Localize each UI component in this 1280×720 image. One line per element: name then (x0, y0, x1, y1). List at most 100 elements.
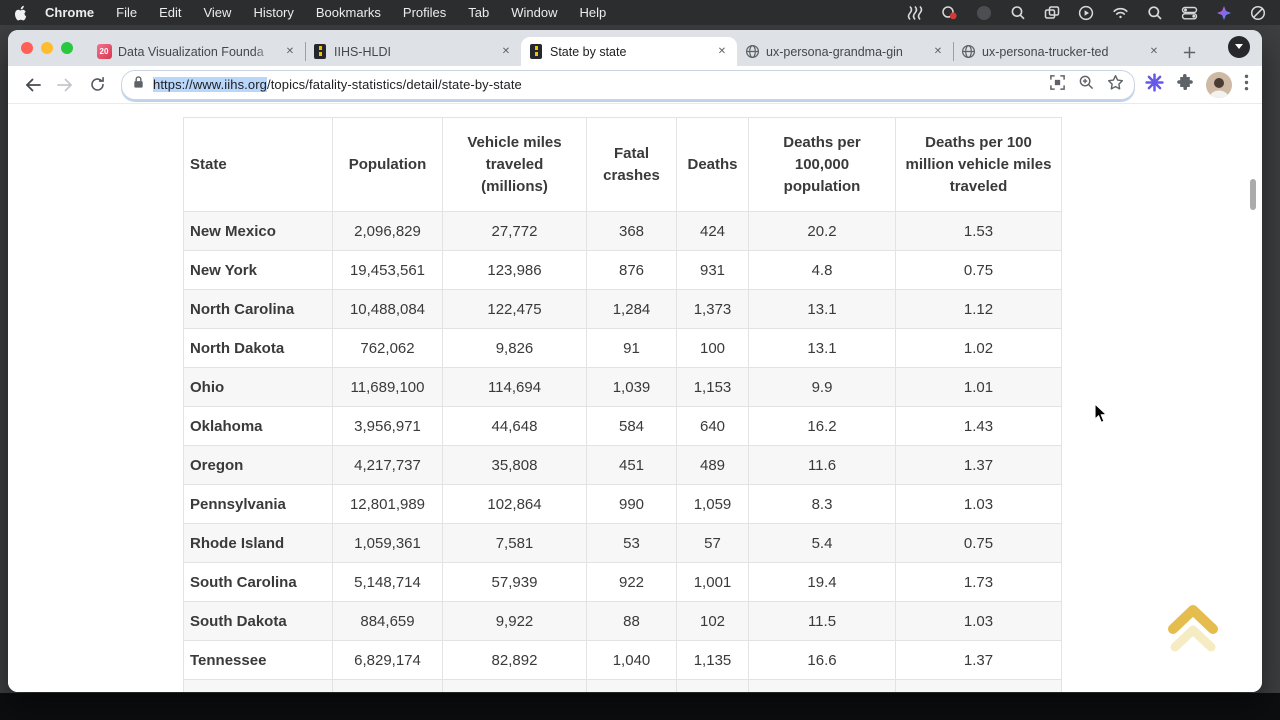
bookmark-star-icon[interactable] (1107, 74, 1124, 96)
tab-state-by-state[interactable]: State by state (521, 37, 737, 66)
tab-search-button[interactable] (1228, 35, 1250, 58)
cell-empty (332, 679, 443, 692)
cell-state: Tennessee (183, 640, 333, 681)
tab-close-icon[interactable] (1146, 44, 1162, 60)
column-header-state: State (183, 116, 333, 213)
focus-dnd-icon[interactable] (1250, 5, 1266, 21)
window-controls (8, 42, 89, 54)
cell-value: 1,153 (676, 367, 749, 408)
menu-item-help[interactable]: Help (579, 5, 607, 20)
zoom-in-icon[interactable] (1078, 74, 1095, 96)
windows-stack-icon[interactable] (1044, 5, 1060, 21)
extensions-puzzle-icon[interactable] (1176, 73, 1194, 96)
chevron-up-faded-icon (1170, 625, 1216, 652)
iihs-favicon (528, 44, 544, 60)
menu-item-chrome[interactable]: Chrome (45, 5, 95, 20)
tab-label: State by state (550, 44, 627, 59)
cell-empty (676, 679, 749, 692)
tab-close-icon[interactable] (930, 44, 946, 60)
tab-label: ux-persona-trucker-ted (982, 44, 1109, 59)
screen-recording-icon[interactable] (941, 5, 958, 21)
dimmed-app-icon[interactable] (976, 5, 992, 21)
scrollbar-thumb[interactable] (1250, 179, 1256, 210)
cell-value: 2,096,829 (332, 211, 443, 252)
minimize-window-button[interactable] (41, 42, 53, 54)
cell-value: 5.4 (748, 523, 896, 564)
cell-value: 876 (586, 250, 677, 291)
menu-item-edit[interactable]: Edit (159, 5, 182, 20)
cell-value: 931 (676, 250, 749, 291)
cell-state: Oklahoma (183, 406, 333, 447)
cell-value: 424 (676, 211, 749, 252)
globe-favicon (744, 44, 760, 60)
spotlight-search-icon[interactable] (1147, 5, 1163, 21)
table-row: Oklahoma 3,956,971 44,648 584 640 16.2 1.43 (183, 406, 1062, 447)
cell-value: 11.5 (748, 601, 896, 642)
tab-close-icon[interactable] (498, 44, 514, 60)
scroll-to-top-button[interactable] (1158, 596, 1218, 658)
menu-item-view[interactable]: View (203, 5, 232, 20)
kebab-menu-icon[interactable] (1244, 74, 1249, 96)
magnifier-app-icon[interactable] (1010, 5, 1026, 21)
qr-code-icon[interactable] (1049, 74, 1066, 96)
menu-item-window[interactable]: Window (511, 5, 558, 20)
cell-value: 762,062 (332, 328, 443, 369)
cell-value: 100 (676, 328, 749, 369)
cell-value: 1.01 (895, 367, 1062, 408)
cell-value: 13.1 (748, 328, 896, 369)
url-text[interactable]: https://www.iihs.org/topics/fatality-sta… (153, 77, 1041, 92)
squiggle-lines-icon[interactable] (907, 5, 923, 21)
menu-item-profiles[interactable]: Profiles (402, 5, 447, 20)
reload-button[interactable] (84, 72, 110, 98)
close-window-button[interactable] (21, 42, 33, 54)
wifi-icon[interactable] (1112, 5, 1129, 21)
tab-label: Data Visualization Founda (118, 44, 264, 59)
tab-close-icon[interactable] (282, 44, 298, 60)
table-header-row: State Population Vehicle miles traveled … (183, 116, 1062, 213)
page-viewport: State Population Vehicle miles traveled … (8, 104, 1262, 692)
play-circle-icon[interactable] (1078, 5, 1094, 21)
cell-value: 123,986 (442, 250, 587, 291)
url-selected-text: https://www.iihs.org (153, 77, 267, 92)
tab-iihs-hldi[interactable]: IIHS-HLDI (305, 37, 521, 66)
menu-item-history[interactable]: History (253, 5, 294, 20)
apple-menu-icon[interactable] (14, 5, 28, 21)
tab-close-icon[interactable] (714, 44, 730, 60)
zoom-window-button[interactable] (61, 42, 73, 54)
profile-avatar[interactable] (1206, 71, 1232, 98)
cell-value: 368 (586, 211, 677, 252)
extension-starburst-icon[interactable] (1145, 72, 1164, 97)
forward-button[interactable] (52, 72, 78, 98)
lock-icon[interactable] (132, 75, 145, 94)
cell-state: North Carolina (183, 289, 333, 330)
cell-empty (442, 679, 587, 692)
chevron-up-icon (1168, 605, 1218, 634)
cell-value: 88 (586, 601, 677, 642)
cell-value: 114,694 (442, 367, 587, 408)
cell-empty (183, 679, 333, 692)
cell-value: 9,826 (442, 328, 587, 369)
cell-value: 1,040 (586, 640, 677, 681)
column-header-deaths-per-100m-vmt: Deaths per 100 million vehicle miles tra… (895, 116, 1062, 213)
cell-value: 57 (676, 523, 749, 564)
menu-item-tab[interactable]: Tab (468, 5, 490, 20)
control-center-icon[interactable] (1181, 5, 1198, 21)
back-button[interactable] (20, 72, 46, 98)
tab-ux-persona-trucker[interactable]: ux-persona-trucker-ted (953, 37, 1169, 66)
cell-value: 35,808 (442, 445, 587, 486)
address-bar[interactable]: https://www.iihs.org/topics/fatality-sta… (121, 69, 1135, 100)
cell-value: 27,772 (442, 211, 587, 252)
cell-value: 1,039 (586, 367, 677, 408)
menu-item-file[interactable]: File (116, 5, 138, 20)
new-tab-button[interactable] (1175, 38, 1203, 66)
tab-ux-persona-grandma[interactable]: ux-persona-grandma-gin (737, 37, 953, 66)
menu-item-bookmarks[interactable]: Bookmarks (315, 5, 381, 20)
tab-data-visualization[interactable]: 20 Data Visualization Founda (89, 37, 305, 66)
cell-value: 44,648 (442, 406, 587, 447)
table-row: Pennsylvania 12,801,989 102,864 990 1,059 8.3… (183, 484, 1062, 525)
sparkle-app-icon[interactable] (1216, 5, 1232, 21)
cell-empty (895, 679, 1062, 692)
cell-state: North Dakota (183, 328, 333, 369)
cell-value: 640 (676, 406, 749, 447)
table-row: South Carolina 5,148,714 57,939 922 1,001 19.… (183, 562, 1062, 603)
